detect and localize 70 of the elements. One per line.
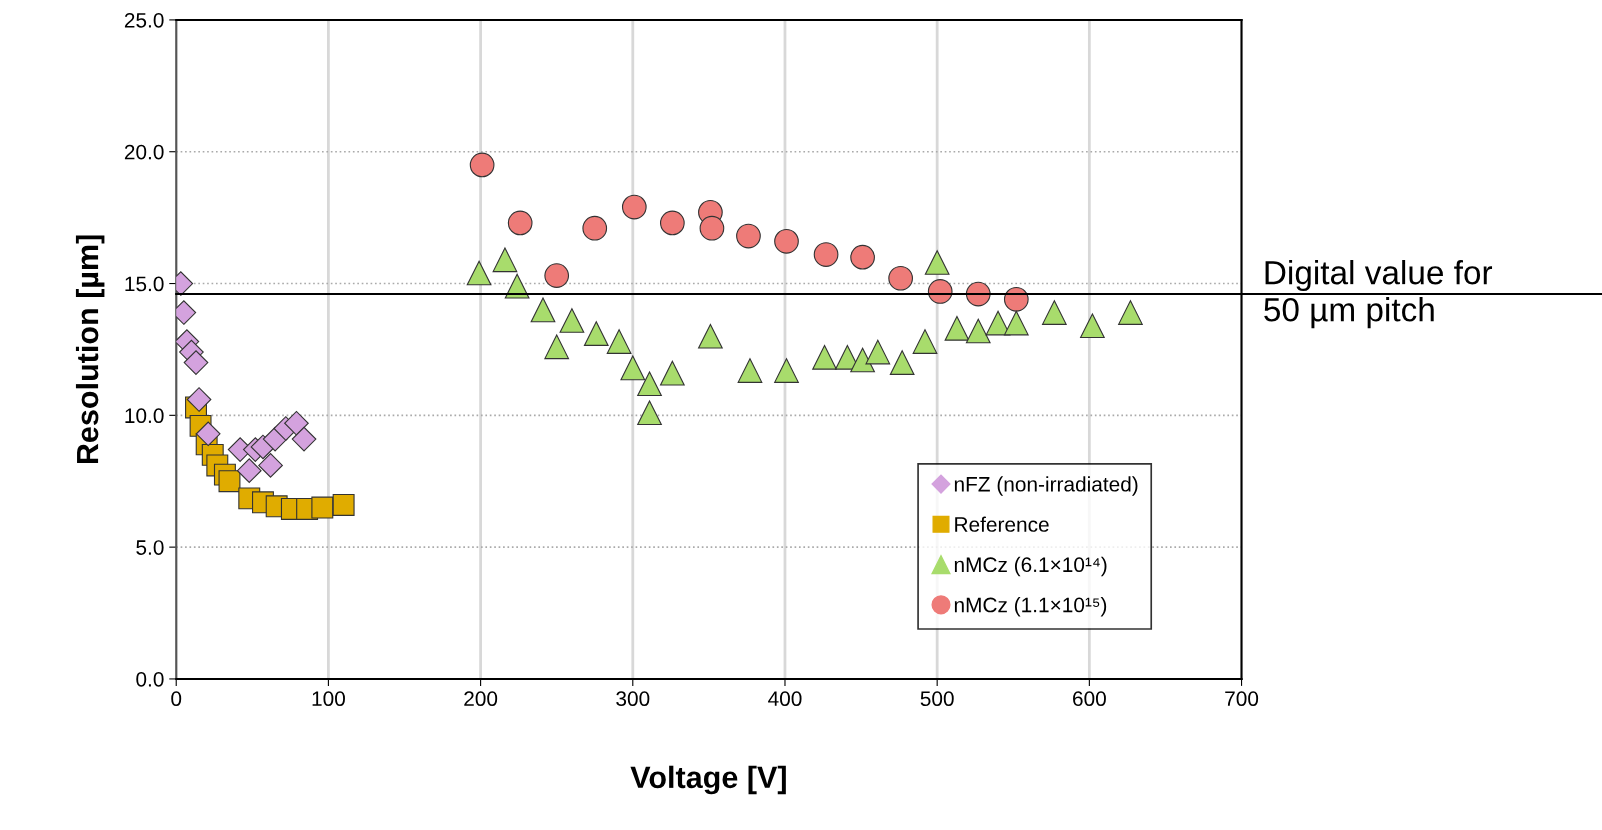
- legend-label: nFZ (non-irradiated): [954, 476, 1138, 496]
- point: [544, 334, 570, 360]
- point: [583, 321, 609, 346]
- point: [544, 263, 570, 288]
- point: [606, 329, 632, 354]
- point: [621, 194, 647, 220]
- point: [659, 210, 685, 236]
- point: [812, 344, 837, 370]
- point: [332, 493, 355, 516]
- point: [469, 152, 495, 178]
- point: [865, 339, 891, 365]
- point: [195, 421, 221, 447]
- point: [1003, 310, 1029, 336]
- point: [1041, 300, 1067, 325]
- legend-label: Reference: [955, 516, 1049, 532]
- point: [912, 329, 938, 354]
- point: [659, 360, 685, 386]
- legend-label: nMCz (1.1×10¹⁵): [954, 597, 1107, 617]
- x-tick-label: 500: [920, 691, 954, 707]
- x-tick-label: 300: [616, 691, 650, 707]
- point: [965, 318, 991, 344]
- y-tick-label: 25.0: [124, 12, 164, 28]
- point: [737, 358, 763, 383]
- point: [774, 358, 799, 383]
- point: [1080, 313, 1105, 339]
- y-tick-label: 5.0: [136, 540, 164, 555]
- y-tick-label: 20.0: [124, 144, 164, 160]
- point: [924, 250, 950, 275]
- x-tick-label: 100: [312, 691, 345, 707]
- ref-line-label: Digital value for 50 µm pitch: [1264, 259, 1493, 329]
- point: [311, 496, 334, 519]
- point: [888, 265, 914, 291]
- point: [889, 350, 915, 375]
- point: [284, 410, 309, 436]
- x-tick-label: 200: [464, 691, 498, 707]
- point: [698, 323, 723, 349]
- point: [850, 244, 875, 270]
- x-tick-label: 0: [171, 691, 182, 707]
- y-tick-label: 0.0: [136, 671, 164, 687]
- point: [507, 210, 533, 236]
- point: [1003, 286, 1029, 312]
- point: [218, 470, 241, 493]
- y-tick-label: 15.0: [125, 276, 164, 292]
- y-axis-title: Resolution [µm]: [75, 235, 105, 464]
- x-tick-label: 400: [768, 691, 802, 707]
- point: [944, 315, 970, 341]
- point: [492, 247, 518, 273]
- point: [637, 371, 662, 397]
- x-tick-label: 700: [1225, 691, 1259, 707]
- point: [291, 426, 317, 452]
- y-tick-label: 10.0: [125, 408, 164, 424]
- point: [620, 355, 646, 381]
- point: [637, 400, 662, 426]
- point: [774, 228, 799, 254]
- point: [582, 215, 608, 241]
- point: [850, 347, 875, 373]
- point: [466, 260, 492, 286]
- point: [186, 387, 212, 412]
- point: [813, 242, 839, 267]
- point: [559, 308, 585, 333]
- point: [236, 458, 262, 484]
- point: [183, 350, 209, 375]
- point: [530, 297, 556, 323]
- x-tick-label: 600: [1073, 691, 1106, 707]
- legend-label: nMCz (6.1×10¹⁴): [954, 556, 1107, 577]
- point: [736, 223, 761, 249]
- point: [258, 453, 283, 478]
- point: [1118, 300, 1143, 325]
- point: [699, 215, 725, 241]
- x-axis-title: Voltage [V]: [630, 765, 786, 795]
